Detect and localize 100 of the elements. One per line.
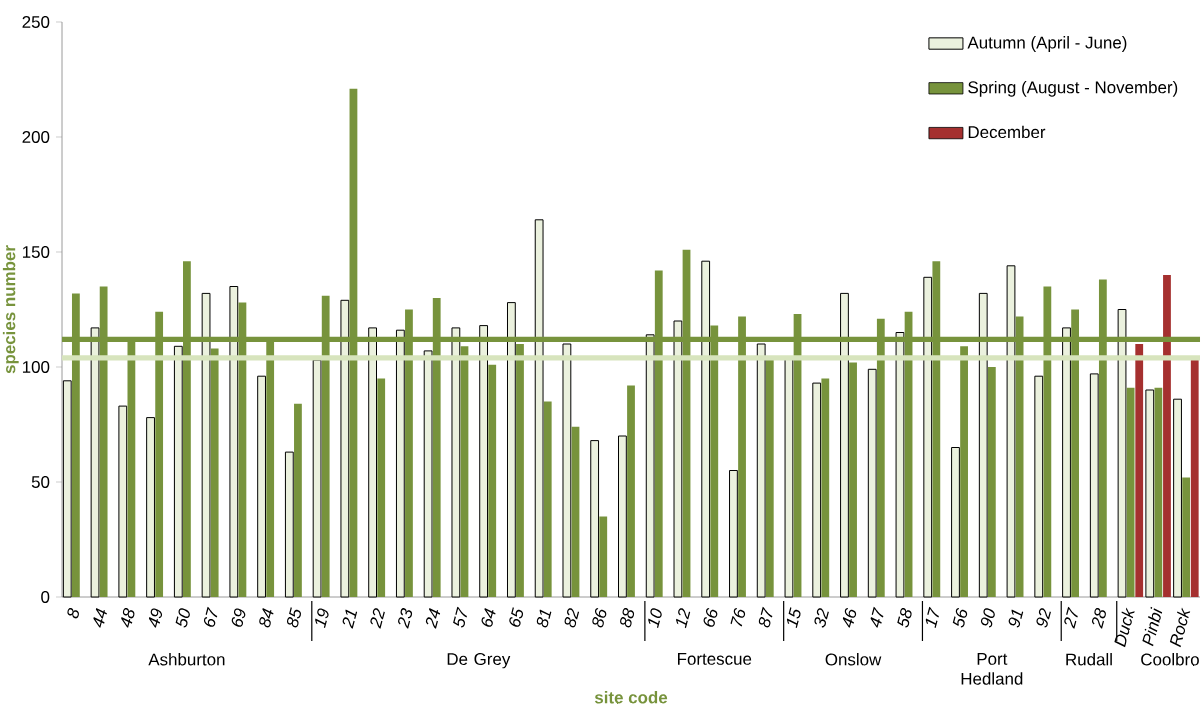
bar: [951, 447, 960, 598]
x-tick-label: Rock: [1169, 607, 1191, 648]
bar: [479, 325, 489, 598]
bar: [923, 276, 933, 598]
bar: [960, 346, 968, 597]
bar: [849, 362, 857, 597]
x-tick-label: 58: [897, 608, 912, 628]
x-tick-label: 15: [786, 607, 801, 629]
bar: [423, 350, 433, 598]
bar: [395, 329, 405, 598]
bar: [62, 380, 72, 598]
text: Rudall: [1066, 653, 1112, 666]
bar: [1135, 344, 1144, 597]
bar: [210, 348, 219, 597]
bar: [368, 327, 377, 598]
bar: [257, 375, 266, 598]
bar: [1006, 265, 1016, 598]
x-tick-label: 90: [980, 608, 995, 628]
y-tick-label: 50: [31, 476, 50, 488]
text: De Grey: [447, 653, 511, 669]
x-tick-label: 27: [1064, 606, 1078, 629]
x-tick-label: 44: [93, 607, 107, 628]
legend-label: Autumn (April - June): [967, 36, 1127, 52]
x-tick-label: 12: [676, 608, 691, 629]
bar: [765, 357, 774, 597]
x-tick-label: 67: [203, 606, 218, 627]
x-tick-label: 56: [952, 607, 968, 628]
x-tick-label: 76: [730, 607, 746, 627]
bar: [562, 343, 572, 598]
bar: [201, 292, 211, 598]
x-tick-label: 65: [509, 607, 524, 627]
x-tick-label: 8: [67, 608, 79, 619]
bar: [1173, 398, 1182, 598]
y-tick-label: 150: [22, 246, 50, 258]
x-tick-label: 88: [620, 608, 635, 628]
bar: [173, 345, 183, 598]
bar: [729, 470, 738, 598]
x-tick-label: 81: [536, 609, 552, 628]
text: Fortescue: [678, 653, 752, 665]
x-tick-label: 82: [564, 608, 580, 628]
bar: [571, 426, 580, 597]
x-tick-label: 10: [648, 608, 662, 629]
x-tick-label: 84: [259, 607, 274, 628]
x-tick-label: 66: [703, 607, 718, 627]
bar: [294, 403, 302, 597]
bar: [543, 401, 552, 597]
legend-label: Spring (August - November): [968, 80, 1178, 97]
x-tick-label: 47: [870, 606, 884, 628]
bar: [978, 292, 988, 598]
x-tick-label: 49: [148, 608, 163, 628]
bar: [1034, 375, 1044, 598]
bar: [451, 327, 461, 598]
bar: [1163, 274, 1171, 597]
bar: [673, 320, 683, 598]
bar: [284, 451, 294, 598]
x-axis-title: site code: [594, 691, 668, 704]
x-tick-label: Duck: [1114, 607, 1135, 648]
bar: [90, 327, 100, 598]
bar: [590, 440, 600, 598]
bar: [1117, 309, 1127, 598]
x-tick-label: 50: [175, 608, 190, 628]
bar: [506, 302, 516, 598]
bar: [987, 367, 996, 597]
text: Port Hedland: [961, 653, 1023, 685]
y-tick-label: 0: [41, 591, 50, 603]
y-axis-title: species number: [2, 245, 19, 374]
x-tick-label: 19: [315, 608, 329, 629]
bar: [1062, 327, 1071, 598]
bar: [701, 260, 711, 598]
bar: [1182, 477, 1191, 597]
bar: [229, 286, 239, 598]
text: Ashburton: [148, 653, 225, 666]
bar: [784, 357, 794, 598]
bar: [118, 405, 128, 598]
x-tick-label: 91: [1008, 609, 1024, 628]
bar: [1126, 387, 1135, 597]
bar: [1089, 373, 1099, 598]
x-tick-label: 23: [398, 608, 413, 629]
y-tick-label: 100: [22, 361, 50, 373]
bar: [812, 382, 822, 598]
bar: [645, 334, 655, 598]
bar: [599, 516, 608, 597]
x-tick-label: 17: [925, 606, 939, 629]
bar: [1190, 360, 1199, 597]
bar: [1145, 389, 1155, 598]
x-tick-label: 69: [231, 608, 246, 627]
x-tick-label: 46: [842, 607, 857, 628]
x-tick-label: 22: [370, 608, 385, 629]
x-tick-label: 85: [286, 607, 302, 628]
x-tick-label: 24: [425, 608, 441, 629]
text: Onslow: [825, 653, 882, 666]
y-tick-label: 250: [22, 16, 50, 28]
bar: [821, 378, 830, 597]
x-tick-label: 48: [121, 608, 135, 628]
y-tick-label: 200: [22, 131, 50, 143]
bar: [1154, 387, 1163, 597]
bar: [377, 378, 386, 597]
x-tick-label: 21: [342, 609, 358, 629]
bar: [340, 299, 350, 598]
text: Coolbro: [1141, 653, 1199, 666]
